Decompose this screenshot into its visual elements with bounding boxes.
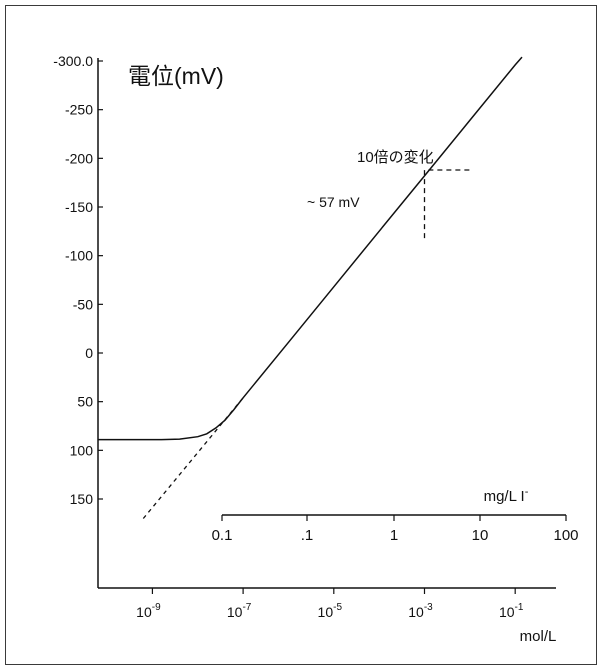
x-axis-top-label-text: mg/L I <box>484 488 525 505</box>
chart-frame <box>5 5 597 665</box>
x-bottom-tick-label: 10-5 <box>318 602 343 620</box>
y-tick-label: -150 <box>65 199 93 215</box>
y-tick-label: -250 <box>65 102 93 118</box>
y-tick-label: 150 <box>70 491 94 507</box>
x-top-tick-label: 100 <box>553 527 578 544</box>
y-tick-label: -300.0 <box>53 53 93 69</box>
y-axis-title: 電位(mV) <box>128 63 224 89</box>
series-nernst-extrapolation <box>142 397 244 519</box>
y-tick-label: -200 <box>65 150 93 166</box>
y-tick-label: 50 <box>77 394 93 410</box>
x-bottom-tick-label: 10-3 <box>408 602 433 620</box>
slope-label: ~ 57 mV <box>307 194 360 210</box>
x-bottom-tick-label: 10-7 <box>227 602 252 620</box>
x-bottom-tick-label: 10-1 <box>499 602 524 620</box>
y-tick-label: -100 <box>65 248 93 264</box>
x-bottom-tick-label: 10-9 <box>136 602 161 620</box>
x-top-tick-label: .1 <box>301 527 314 544</box>
x-axis-bottom-label: mol/L <box>520 628 557 645</box>
decade-label: 10倍の変化 <box>357 149 434 166</box>
x-axis-top-label-sup: - <box>525 486 529 498</box>
slope-triangle <box>423 169 470 239</box>
series-electrode-response <box>98 56 523 441</box>
x-axis-top-label: mg/L I- <box>484 486 529 505</box>
y-tick-label: 100 <box>70 442 94 458</box>
y-tick-label: 0 <box>85 345 93 361</box>
y-tick-label: -50 <box>73 296 93 312</box>
x-top-tick-label: 10 <box>472 527 489 544</box>
x-top-tick-label: 0.1 <box>212 527 233 544</box>
x-top-tick-label: 1 <box>390 527 398 544</box>
